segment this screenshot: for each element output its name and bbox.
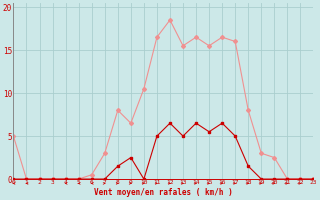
X-axis label: Vent moyen/en rafales ( km/h ): Vent moyen/en rafales ( km/h ) (94, 188, 233, 197)
